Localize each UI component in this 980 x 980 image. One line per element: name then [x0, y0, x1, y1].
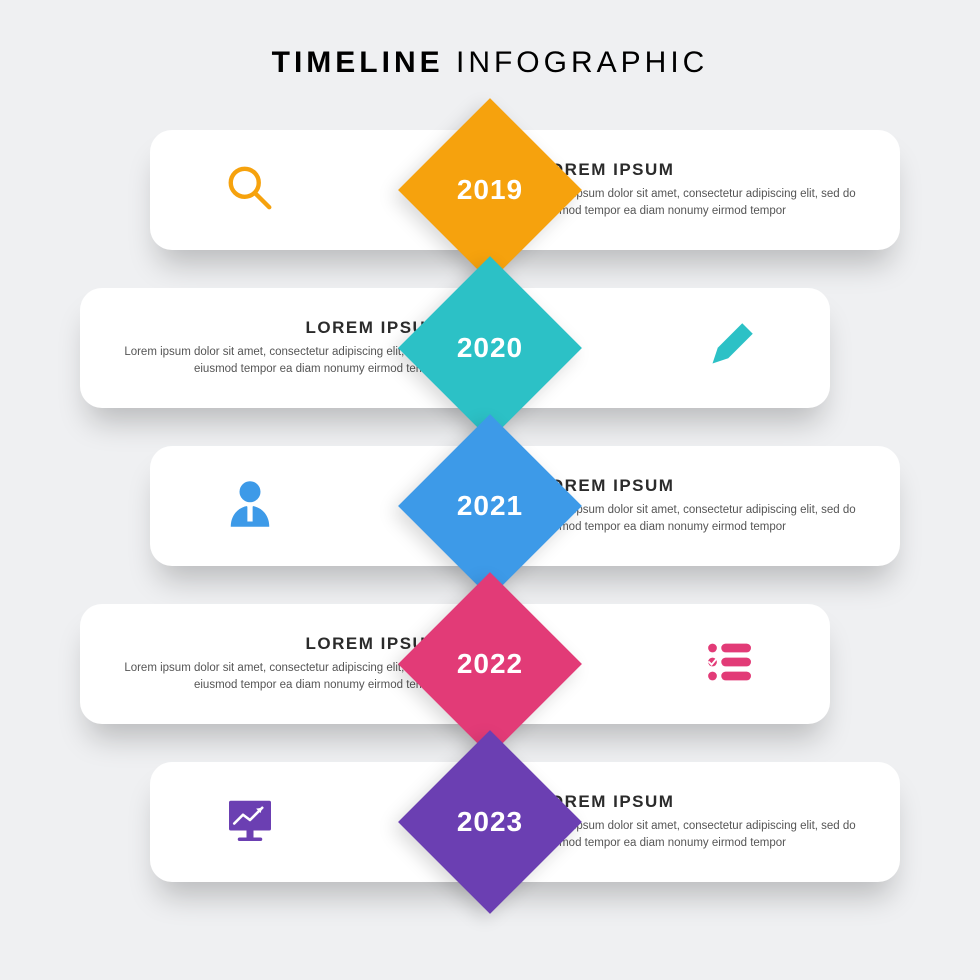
year-label: 2020 — [425, 283, 555, 413]
item-heading: LOREM IPSUM — [538, 476, 882, 496]
item-heading: LOREM IPSUM — [538, 792, 882, 812]
icon-slot — [150, 792, 350, 853]
item-body: Lorem ipsum dolor sit amet, consectetur … — [538, 186, 882, 219]
item-body: Lorem ipsum dolor sit amet, consectetur … — [98, 660, 442, 693]
year-diamond: 2019 — [398, 98, 582, 282]
title-light: INFOGRAPHIC — [456, 46, 708, 79]
year-diamond: 2020 — [398, 256, 582, 440]
icon-slot — [150, 160, 350, 221]
icon-slot — [630, 318, 830, 379]
icon-slot — [630, 634, 830, 695]
item-heading: LOREM IPSUM — [98, 318, 442, 338]
chart-board-icon — [222, 792, 278, 853]
year-diamond: 2023 — [398, 730, 582, 914]
year-label: 2022 — [425, 599, 555, 729]
pencil-icon — [702, 318, 758, 379]
year-label: 2019 — [425, 125, 555, 255]
item-heading: LOREM IPSUM — [98, 634, 442, 654]
item-body: Lorem ipsum dolor sit amet, consectetur … — [538, 502, 882, 535]
person-icon — [222, 476, 278, 537]
title-bold: TIMELINE — [272, 46, 444, 79]
list-icon — [702, 634, 758, 695]
page-title: TIMELINE INFOGRAPHIC — [0, 46, 980, 80]
magnifier-icon — [222, 160, 278, 221]
timeline-infographic: TIMELINE INFOGRAPHIC LOREM IPSUM Lorem i… — [0, 0, 980, 980]
item-heading: LOREM IPSUM — [538, 160, 882, 180]
year-diamond: 2021 — [398, 414, 582, 598]
timeline-stack: LOREM IPSUM Lorem ipsum dolor sit amet, … — [0, 120, 980, 980]
item-body: Lorem ipsum dolor sit amet, consectetur … — [98, 344, 442, 377]
year-diamond: 2022 — [398, 572, 582, 756]
item-body: Lorem ipsum dolor sit amet, consectetur … — [538, 818, 882, 851]
year-label: 2021 — [425, 441, 555, 571]
icon-slot — [150, 476, 350, 537]
year-label: 2023 — [425, 757, 555, 887]
